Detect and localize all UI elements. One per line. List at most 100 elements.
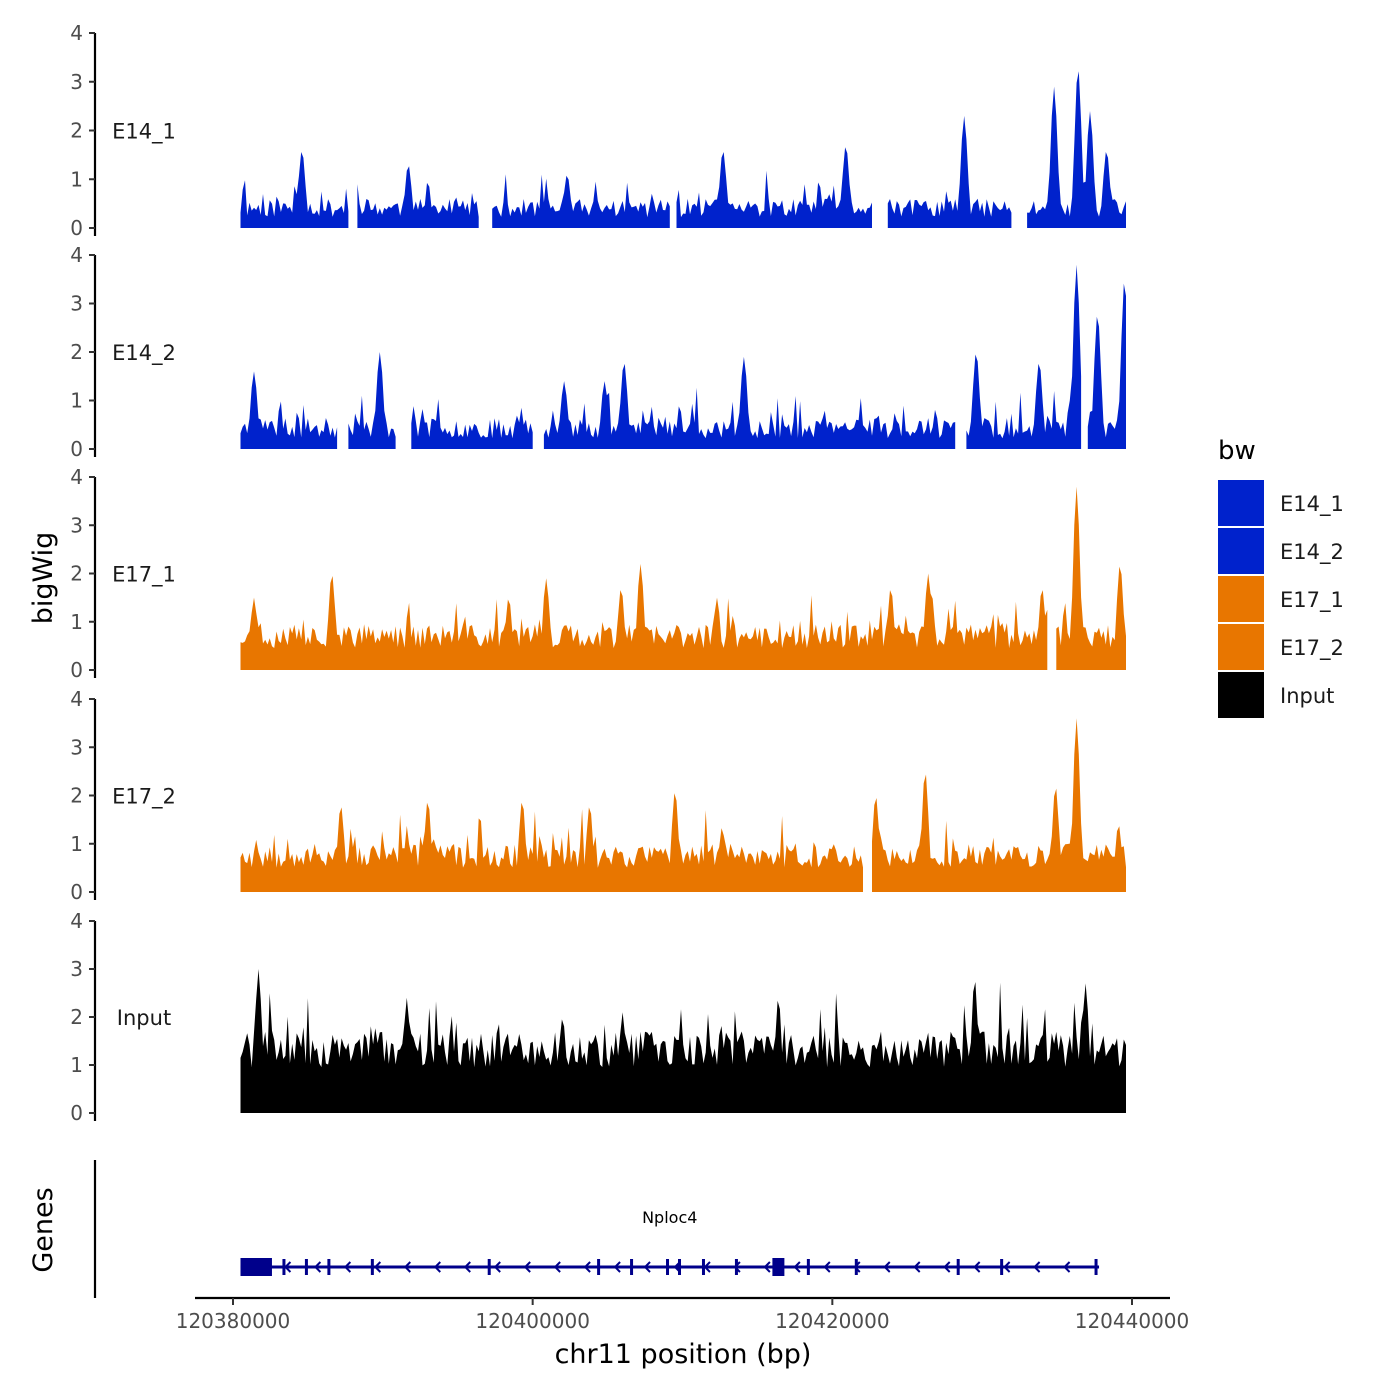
y-tick-label: 4 (70, 909, 83, 933)
strand-chevron (943, 1261, 951, 1273)
y-tick-label: 0 (70, 216, 83, 240)
gene-exon (806, 1259, 810, 1275)
gene-exon (597, 1259, 601, 1275)
strand-chevron (583, 1261, 591, 1273)
y-tick-label: 2 (70, 119, 83, 143)
gene-name-label: Nploc4 (642, 1208, 697, 1227)
gene-exon (282, 1259, 286, 1275)
y-tick-label: 0 (70, 1101, 83, 1125)
signal-area (357, 166, 479, 228)
y-tick-label: 3 (70, 957, 83, 981)
strand-chevron (463, 1261, 471, 1273)
y-tick-label: 0 (70, 658, 83, 682)
strand-chevron (763, 1261, 771, 1273)
strand-chevron (493, 1261, 501, 1273)
y-tick-label: 4 (70, 243, 83, 267)
y-tick-label: 1 (70, 167, 83, 191)
y-tick-label: 1 (70, 389, 83, 413)
gene-exon (734, 1259, 738, 1275)
strand-chevron (793, 1261, 801, 1273)
strand-chevron (523, 1261, 531, 1273)
legend: bw E14_1 E14_2 E17_1 E17_2 Input (1218, 436, 1344, 718)
y-tick-label: 3 (70, 735, 83, 759)
legend-key-e17-1 (1218, 576, 1264, 622)
signal-area (411, 399, 533, 449)
y-tick-label: 3 (70, 292, 83, 316)
signal-area (887, 115, 1012, 228)
gene-exon (1000, 1259, 1004, 1275)
track-e14-2: 0 1 2 3 4 E14_2 (70, 243, 1126, 461)
y-tick-label: 4 (70, 465, 83, 489)
y-tick-label: 2 (70, 562, 83, 586)
x-tick-label: 120440000 (1075, 1309, 1190, 1333)
gene-exon (772, 1258, 785, 1276)
signal-area (492, 174, 670, 228)
signal-area (1027, 71, 1126, 228)
strand-chevron (1003, 1261, 1011, 1273)
track-e17-2: 0 1 2 3 4 E17_2 (70, 687, 1126, 904)
strand-chevron (883, 1261, 891, 1273)
signal-area (872, 718, 1126, 892)
y-tick-label: 0 (70, 437, 83, 461)
x-tick-label: 120420000 (775, 1309, 890, 1333)
strand-chevron (373, 1261, 382, 1273)
track-e14-1: 0 1 2 3 4 E14_1 (70, 21, 1126, 240)
strand-chevron (613, 1261, 621, 1273)
signal-area (240, 793, 863, 892)
y-tick-label: 1 (70, 832, 83, 856)
gene-exon (240, 1258, 272, 1276)
signal-area (348, 352, 396, 449)
track-label: E14_1 (112, 120, 176, 145)
signal-area (240, 152, 349, 228)
strand-chevron (553, 1261, 561, 1273)
strand-chevron (343, 1261, 352, 1273)
strand-chevron (853, 1261, 861, 1273)
legend-label: E14_1 (1280, 492, 1344, 517)
signal-area (240, 969, 1126, 1113)
track-label: E14_2 (112, 341, 176, 366)
strand-chevron (913, 1261, 921, 1273)
strand-chevron (1033, 1261, 1041, 1273)
signal-area (543, 356, 956, 449)
y-tick-label: 3 (70, 70, 83, 94)
track-label: E17_2 (112, 785, 176, 810)
legend-label: E14_2 (1280, 540, 1344, 565)
gene-exon (304, 1259, 308, 1275)
y-tick-label: 2 (70, 340, 83, 364)
signal-area (240, 371, 338, 449)
track-label: E17_1 (112, 563, 176, 588)
gene-exon (327, 1259, 331, 1275)
y-tick-label: 4 (70, 687, 83, 711)
strand-chevron (973, 1261, 981, 1273)
y-tick-label: 1 (70, 1053, 83, 1077)
x-tick-label: 120400000 (475, 1309, 590, 1333)
signal-area (676, 147, 872, 228)
signal-area (966, 264, 1082, 449)
strand-chevron (433, 1261, 441, 1273)
gene-track-panel: Nploc4 (93, 1160, 1100, 1298)
y-axis-title-bigwig: bigWig (28, 532, 59, 625)
strand-chevron (403, 1261, 412, 1273)
gene-exon (956, 1259, 960, 1275)
y-tick-label: 4 (70, 21, 83, 45)
legend-key-e14-1 (1218, 480, 1264, 526)
gene-exon (630, 1259, 634, 1275)
y-tick-label: 2 (70, 1005, 83, 1029)
strand-chevron (1063, 1261, 1071, 1273)
legend-label: E17_2 (1280, 636, 1344, 661)
y-tick-label: 3 (70, 513, 83, 537)
y-tick-label: 2 (70, 784, 83, 808)
strand-chevron (313, 1261, 322, 1273)
x-axis-title: chr11 position (bp) (555, 1339, 812, 1370)
track-e17-1: 0 1 2 3 4 E17_1 (70, 465, 1126, 682)
gene-exon (1094, 1259, 1098, 1275)
signal-area (1056, 486, 1126, 670)
track-input: 0 1 2 3 4 Input (70, 909, 1126, 1125)
legend-key-e14-2 (1218, 528, 1264, 574)
strand-chevron (643, 1261, 651, 1273)
x-tick-label: 120380000 (176, 1309, 291, 1333)
legend-title: bw (1218, 436, 1256, 466)
legend-key-e17-2 (1218, 624, 1264, 670)
signal-area (1087, 283, 1126, 449)
